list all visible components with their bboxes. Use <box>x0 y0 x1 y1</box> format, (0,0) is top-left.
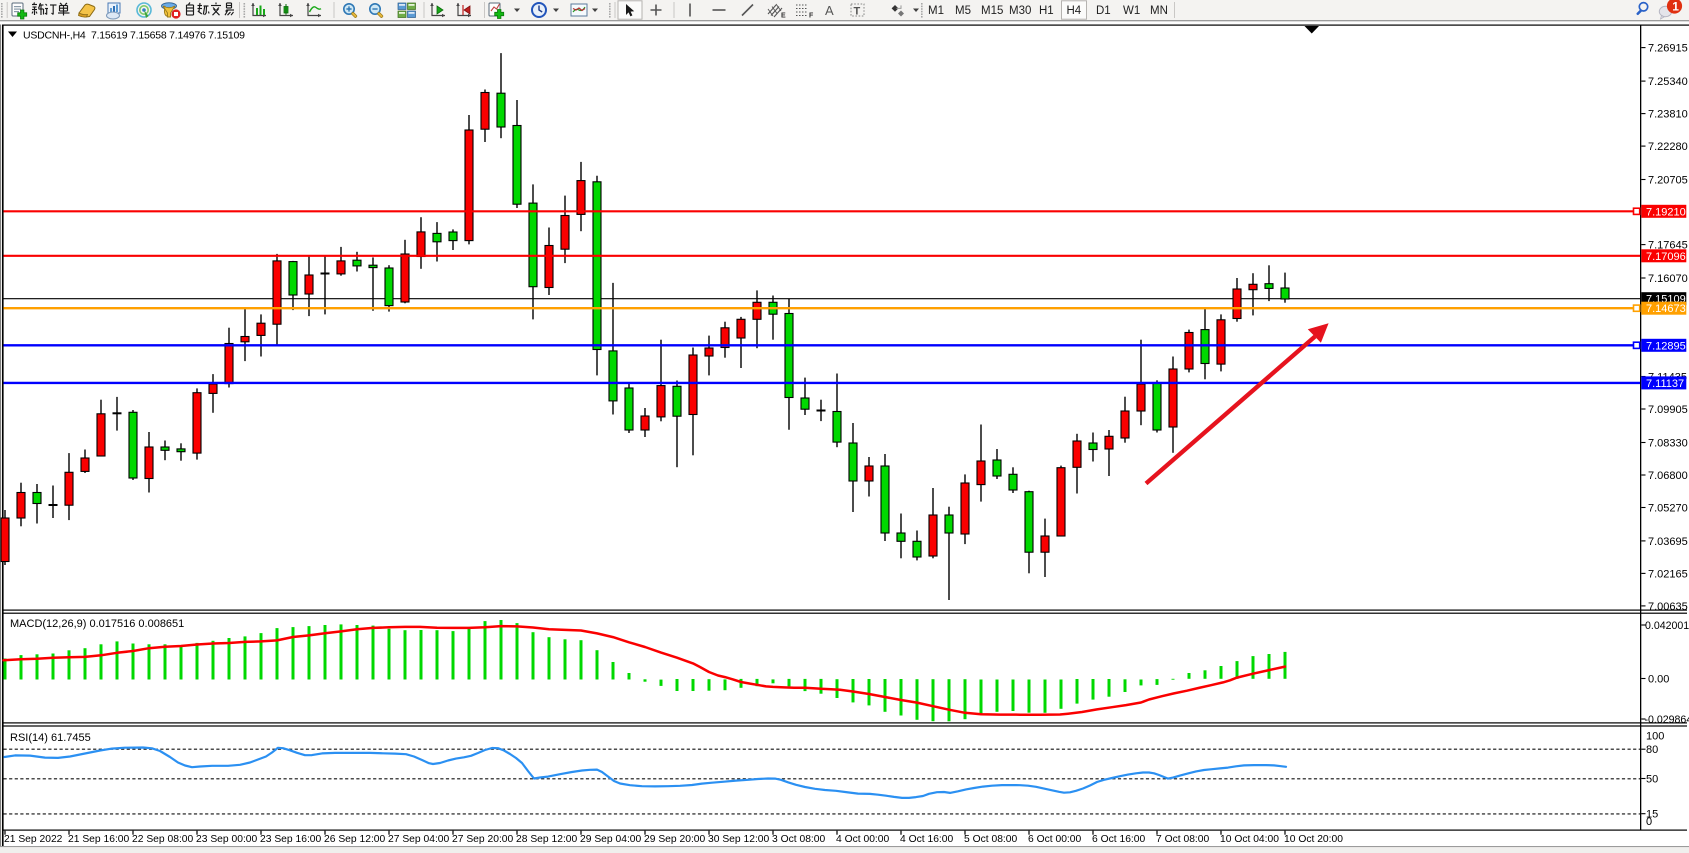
svg-text:M1: M1 <box>928 5 944 17</box>
svg-text:7.00635: 7.00635 <box>1648 601 1688 613</box>
svg-text:100: 100 <box>1646 730 1664 742</box>
svg-text:M5: M5 <box>955 5 971 17</box>
svg-text:0.042001: 0.042001 <box>1645 620 1689 632</box>
svg-text:21 Sep 2022: 21 Sep 2022 <box>4 834 63 845</box>
svg-text:28 Sep 12:00: 28 Sep 12:00 <box>516 834 578 845</box>
svg-text:10 Oct 20:00: 10 Oct 20:00 <box>1284 834 1343 845</box>
svg-text:22 Sep 08:00: 22 Sep 08:00 <box>132 834 194 845</box>
svg-text:0: 0 <box>1646 816 1652 828</box>
svg-text:7.11137: 7.11137 <box>1646 378 1684 390</box>
svg-text:4 Oct 16:00: 4 Oct 16:00 <box>900 834 954 845</box>
svg-text:7.12895: 7.12895 <box>1646 340 1686 352</box>
svg-text:7.14673: 7.14673 <box>1646 303 1686 315</box>
svg-text:7.02165: 7.02165 <box>1648 568 1688 580</box>
svg-text:4 Oct 00:00: 4 Oct 00:00 <box>836 834 890 845</box>
svg-text:7.09905: 7.09905 <box>1648 404 1688 416</box>
svg-text:RSI(14) 61.7455: RSI(14) 61.7455 <box>10 732 91 744</box>
svg-text:7.08330: 7.08330 <box>1648 438 1688 450</box>
svg-text:D1: D1 <box>1096 5 1111 17</box>
svg-text:W1: W1 <box>1123 5 1140 17</box>
svg-text:1: 1 <box>1672 0 1679 13</box>
svg-text:M30: M30 <box>1009 5 1031 17</box>
svg-text:7.05270: 7.05270 <box>1648 503 1688 515</box>
svg-text:A: A <box>825 3 834 18</box>
svg-text:7.26915: 7.26915 <box>1648 43 1688 55</box>
svg-text:7.03695: 7.03695 <box>1648 536 1688 548</box>
svg-text:50: 50 <box>1646 774 1658 786</box>
svg-text:27 Sep 04:00: 27 Sep 04:00 <box>388 834 450 845</box>
svg-text:15: 15 <box>1646 809 1658 821</box>
svg-text:5 Oct 08:00: 5 Oct 08:00 <box>964 834 1018 845</box>
svg-text:29 Sep 04:00: 29 Sep 04:00 <box>580 834 642 845</box>
svg-text:7.19210: 7.19210 <box>1646 206 1686 218</box>
svg-text:H4: H4 <box>1067 5 1082 17</box>
svg-text:6 Oct 00:00: 6 Oct 00:00 <box>1028 834 1082 845</box>
svg-text:F: F <box>809 13 814 20</box>
svg-text:MACD(12,26,9) 0.017516 0.00865: MACD(12,26,9) 0.017516 0.008651 <box>10 618 184 630</box>
svg-text:10 Oct 04:00: 10 Oct 04:00 <box>1220 834 1279 845</box>
svg-text:29 Sep 20:00: 29 Sep 20:00 <box>644 834 706 845</box>
svg-text:27 Sep 20:00: 27 Sep 20:00 <box>452 834 514 845</box>
svg-text:M15: M15 <box>981 5 1003 17</box>
svg-text:7.06800: 7.06800 <box>1648 470 1688 482</box>
svg-text:7.23810: 7.23810 <box>1648 109 1688 121</box>
svg-text:7.16070: 7.16070 <box>1648 273 1688 285</box>
svg-text:MN: MN <box>1150 5 1168 17</box>
svg-text:7.25340: 7.25340 <box>1648 76 1688 88</box>
svg-text:23 Sep 16:00: 23 Sep 16:00 <box>260 834 322 845</box>
svg-text:7 Oct 08:00: 7 Oct 08:00 <box>1156 834 1210 845</box>
svg-text:7.20705: 7.20705 <box>1648 175 1688 187</box>
svg-text:7.17645: 7.17645 <box>1648 240 1688 252</box>
svg-text:H1: H1 <box>1039 5 1054 17</box>
svg-text:26 Sep 12:00: 26 Sep 12:00 <box>324 834 386 845</box>
svg-text:7.22280: 7.22280 <box>1648 141 1688 153</box>
svg-text:7.17096: 7.17096 <box>1646 251 1686 263</box>
svg-text:21 Sep 16:00: 21 Sep 16:00 <box>68 834 130 845</box>
svg-text:T: T <box>854 6 861 18</box>
svg-text:E: E <box>781 13 786 20</box>
svg-text:-0.029864: -0.029864 <box>1645 714 1689 726</box>
svg-text:USDCNH-,H4 7.15619 7.15658 7.: USDCNH-,H4 7.15619 7.15658 7.14976 7.151… <box>23 30 245 42</box>
svg-text:80: 80 <box>1646 744 1658 756</box>
svg-text:6 Oct 16:00: 6 Oct 16:00 <box>1092 834 1146 845</box>
svg-text:0.00: 0.00 <box>1648 674 1669 686</box>
svg-text:3 Oct 08:00: 3 Oct 08:00 <box>772 834 826 845</box>
svg-text:30 Sep 12:00: 30 Sep 12:00 <box>708 834 770 845</box>
svg-text:23 Sep 00:00: 23 Sep 00:00 <box>196 834 258 845</box>
